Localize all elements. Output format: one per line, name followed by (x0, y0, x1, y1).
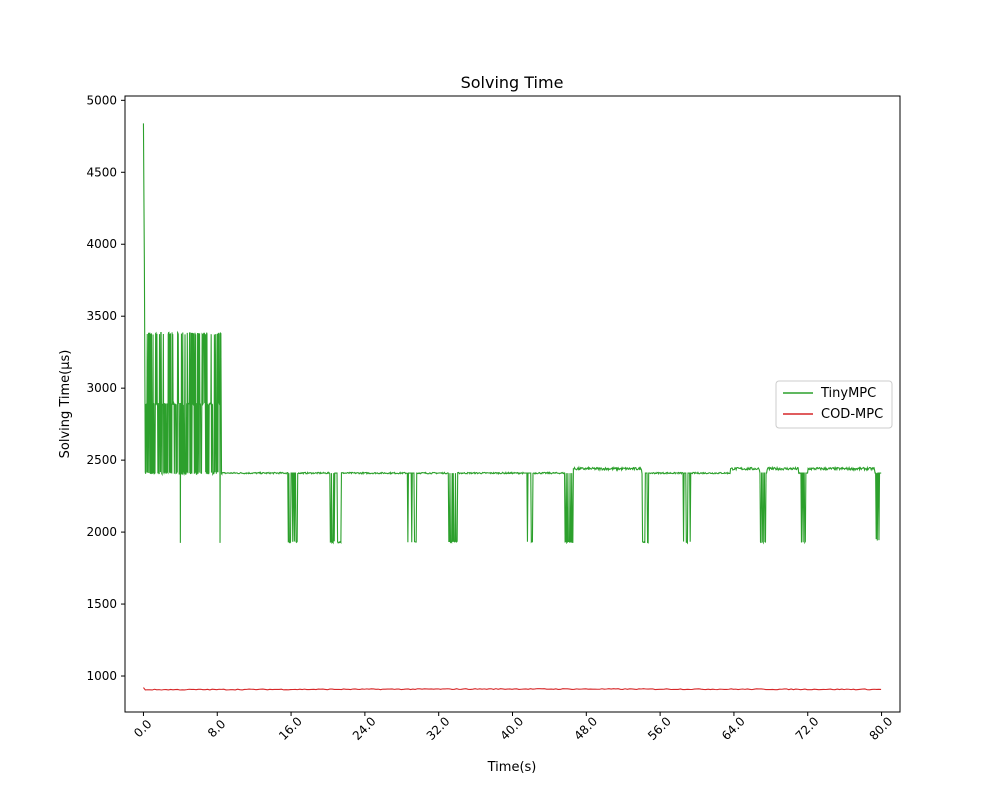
y-tick-label: 4500 (86, 165, 117, 179)
x-tick-label: 64.0 (719, 714, 748, 743)
x-tick-label: 72.0 (793, 714, 822, 743)
x-tick-label: 16.0 (276, 714, 305, 743)
x-tick-label: 32.0 (424, 714, 453, 743)
chart-title: Solving Time (461, 73, 564, 92)
y-tick-label: 3500 (86, 309, 117, 323)
y-axis: 1000 1500 2000 2500 3000 3500 4000 4500 5000 (86, 93, 125, 683)
x-tick-label: 8.0 (205, 717, 228, 740)
x-tick-label: 40.0 (498, 714, 527, 743)
y-tick-label: 4000 (86, 237, 117, 251)
series-line-cod-mpc (143, 687, 882, 691)
y-tick-label: 5000 (86, 93, 117, 107)
x-tick-label: 80.0 (867, 714, 896, 743)
y-tick-label: 2000 (86, 525, 117, 539)
plot-lines (142, 123, 882, 691)
x-tick-label: 48.0 (571, 714, 600, 743)
x-tick-label: 56.0 (645, 714, 674, 743)
series-line-tinympc (142, 123, 882, 545)
x-axis: 0.0 8.0 16.0 24.0 32.0 40.0 48.0 56.0 64.0 72.0 80… (131, 712, 895, 743)
x-tick-label: 24.0 (350, 714, 379, 743)
x-axis-label: Time(s) (487, 760, 537, 775)
y-tick-label: 3000 (86, 381, 117, 395)
y-tick-label: 2500 (86, 453, 117, 467)
legend: TinyMPC COD-MPC (775, 380, 893, 429)
y-axis-label: Solving Time(μs) (58, 350, 73, 459)
legend-label-tinympc: TinyMPC (820, 386, 876, 401)
y-tick-label: 1500 (86, 597, 117, 611)
y-tick-label: 1000 (86, 669, 117, 683)
legend-label-cod-mpc: COD-MPC (821, 407, 883, 422)
x-tick-label: 0.0 (131, 717, 154, 740)
